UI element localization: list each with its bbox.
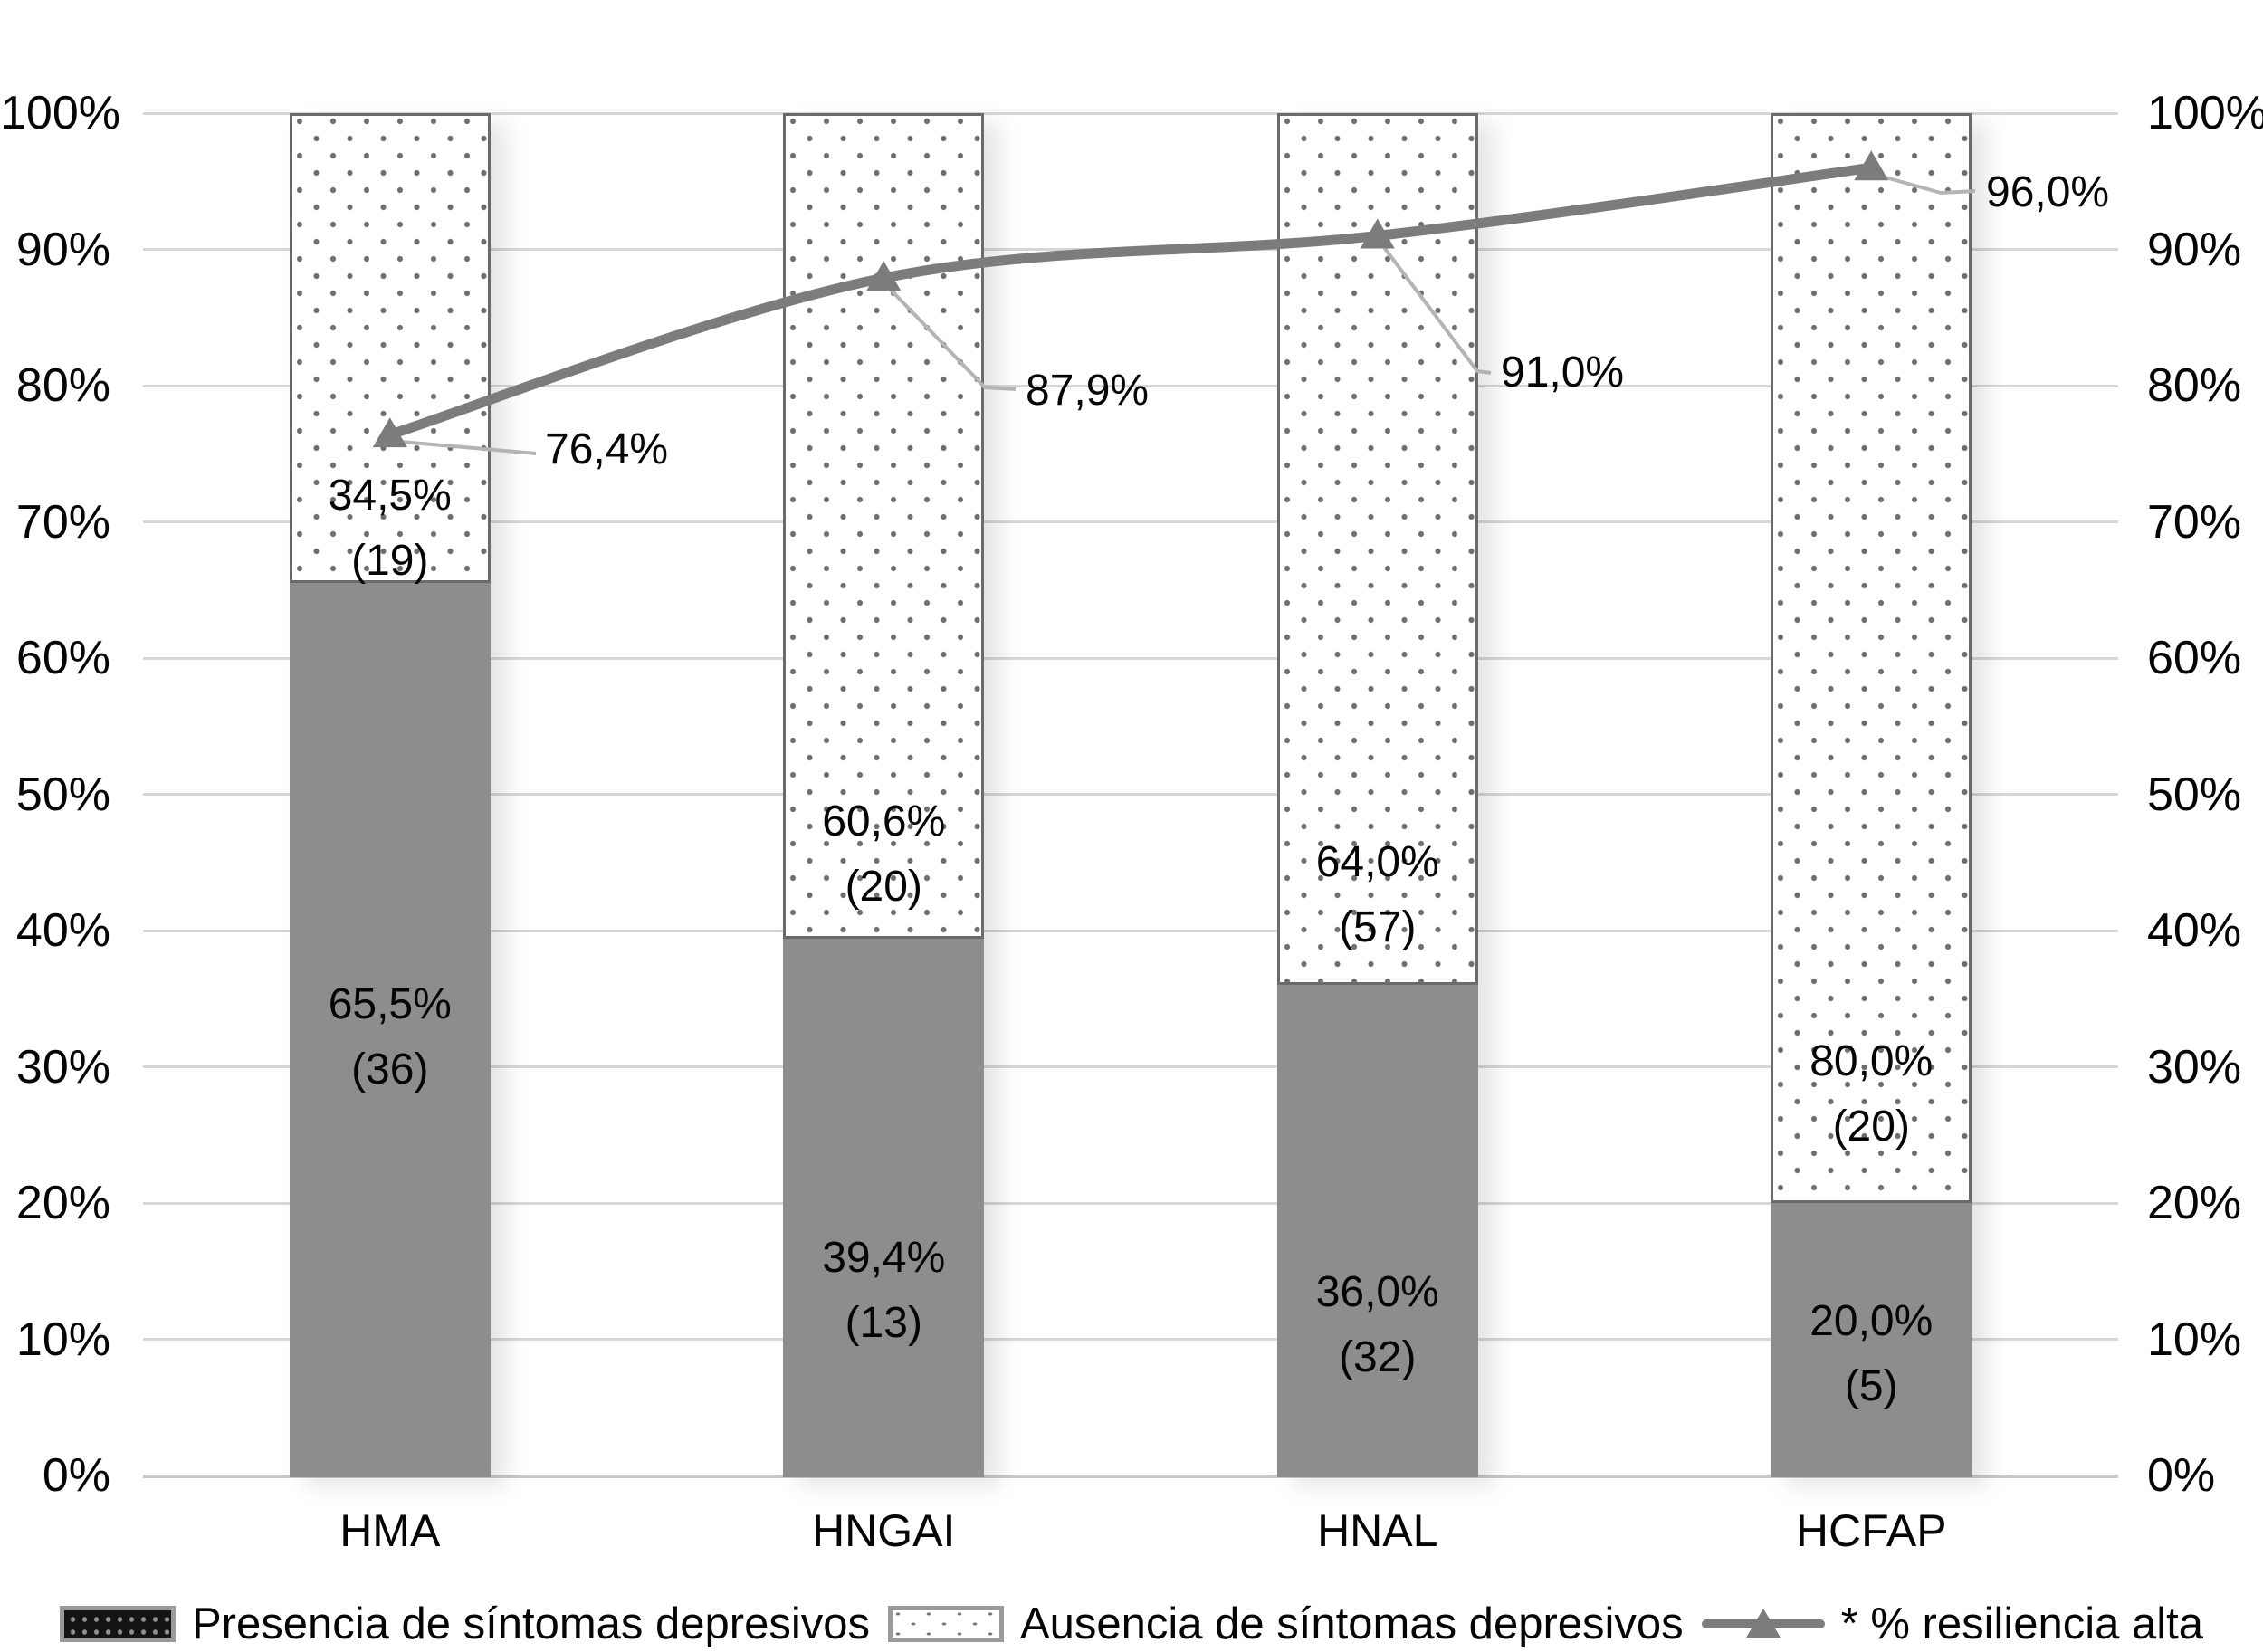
y-left-tick-100: 100% [0,87,120,139]
legend-item-resiliencia: * % resiliencia alta [1701,1599,2204,1649]
y-right-tick-10: 10% [2147,1313,2242,1366]
y-left-tick-10: 10% [15,1313,110,1366]
label-presencia-hcfap: 20,0% (5) [1809,1297,1934,1410]
line-label-hma: 76,4% [545,425,669,473]
leader-line-hma [400,440,537,455]
label-ausencia-hnal: 64,0% (57) [1315,838,1439,951]
label-ausencia-hngai: 60,6% (20) [822,797,946,911]
gridline-10 [143,1338,2118,1341]
y-left-tick-40: 40% [15,904,110,957]
y-right-tick-20: 20% [2147,1177,2242,1229]
y-right-tick-90: 90% [2147,223,2242,276]
gridline-70 [143,520,2118,523]
y-right-tick-100: 100% [2147,87,2263,139]
y-left-tick-30: 30% [15,1040,110,1093]
x-label-hnal: HNAL [1317,1505,1438,1556]
legend-label-ausencia: Ausencia de síntomas depresivos [1019,1599,1684,1648]
x-label-hngai: HNGAI [812,1505,956,1556]
y-left-tick-0: 0% [42,1449,110,1502]
bar-hma [289,113,491,1477]
gridline-50 [143,793,2118,796]
label-presencia-hma: 65,5% (36) [328,980,452,1093]
x-label-hma: HMA [339,1505,441,1556]
segment-ausencia-hngai [783,113,985,940]
gridline-0 [143,1474,2118,1478]
y-right-tick-50: 50% [2147,768,2242,821]
triangle-marker-hma [372,417,407,448]
y-right-tick-30: 30% [2147,1040,2242,1093]
segment-ausencia-hnal [1276,113,1478,986]
leader-line-hnal [1381,244,1492,375]
segment-ausencia-hma [289,113,491,584]
legend-swatch-line-marker-icon [1701,1606,1825,1642]
y-right-tick-70: 70% [2147,495,2242,549]
line-label-hcfap: 96,0% [1986,168,2110,216]
label-presencia-hnal: 36,0% (32) [1315,1268,1439,1381]
segment-presencia-hcfap [1771,1203,1972,1477]
gridline-100 [143,111,2118,115]
gridline-20 [143,1201,2118,1205]
label-ausencia-hma: 34,5% (19) [328,472,452,585]
x-label-hcfap: HCFAP [1795,1505,1947,1556]
segment-ausencia-hcfap [1771,113,1972,1203]
triangle-marker-hngai [866,261,902,291]
legend-label-presencia: Presencia de síntomas depresivos [191,1599,870,1648]
bar-hnal [1276,113,1478,1477]
bar-hngai [783,113,985,1477]
y-right-tick-0: 0% [2147,1449,2216,1502]
y-right-tick-80: 80% [2147,359,2242,412]
legend-triangle-marker-icon [1745,1609,1781,1638]
label-ausencia-hcfap: 80,0% (20) [1809,1037,1934,1151]
y-left-tick-20: 20% [15,1177,110,1229]
triangle-marker-hnal [1360,218,1395,249]
y-left-tick-90: 90% [15,223,110,276]
y-left-tick-80: 80% [15,359,110,412]
y-left-tick-70: 70% [15,495,110,549]
leader-line-hngai [887,286,1017,391]
segment-presencia-hngai [783,939,985,1477]
legend-item-presencia: Presencia de síntomas depresivos [59,1599,870,1649]
y-right-tick-40: 40% [2147,904,2242,957]
leader-line-hcfap [1878,174,1976,196]
legend-swatch-dotted-icon [887,1606,1004,1642]
y-left-tick-50: 50% [15,768,110,821]
resiliencia-line [388,162,1873,440]
legend-label-resiliencia: * % resiliencia alta [1840,1599,2204,1648]
label-presencia-hngai: 39,4% (13) [822,1234,946,1347]
gridline-60 [143,656,2118,660]
y-left-tick-60: 60% [15,632,110,684]
gridline-40 [143,929,2118,932]
y-right-tick-60: 60% [2147,632,2242,684]
line-label-hnal: 91,0% [1501,349,1625,396]
segment-presencia-hnal [1276,985,1478,1477]
legend-swatch-solid-pattern-icon [59,1606,176,1642]
triangle-marker-hcfap [1854,150,1889,181]
line-label-hngai: 87,9% [1026,367,1150,415]
bar-hcfap [1771,113,1972,1477]
legend: Presencia de síntomas depresivos Ausenci… [0,1599,2263,1649]
gridline-30 [143,1065,2118,1068]
legend-item-ausencia: Ausencia de síntomas depresivos [887,1599,1684,1649]
gridline-80 [143,384,2118,387]
segment-presencia-hma [289,583,491,1477]
